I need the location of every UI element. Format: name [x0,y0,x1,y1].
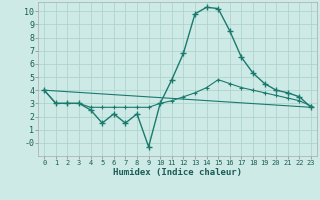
X-axis label: Humidex (Indice chaleur): Humidex (Indice chaleur) [113,168,242,177]
